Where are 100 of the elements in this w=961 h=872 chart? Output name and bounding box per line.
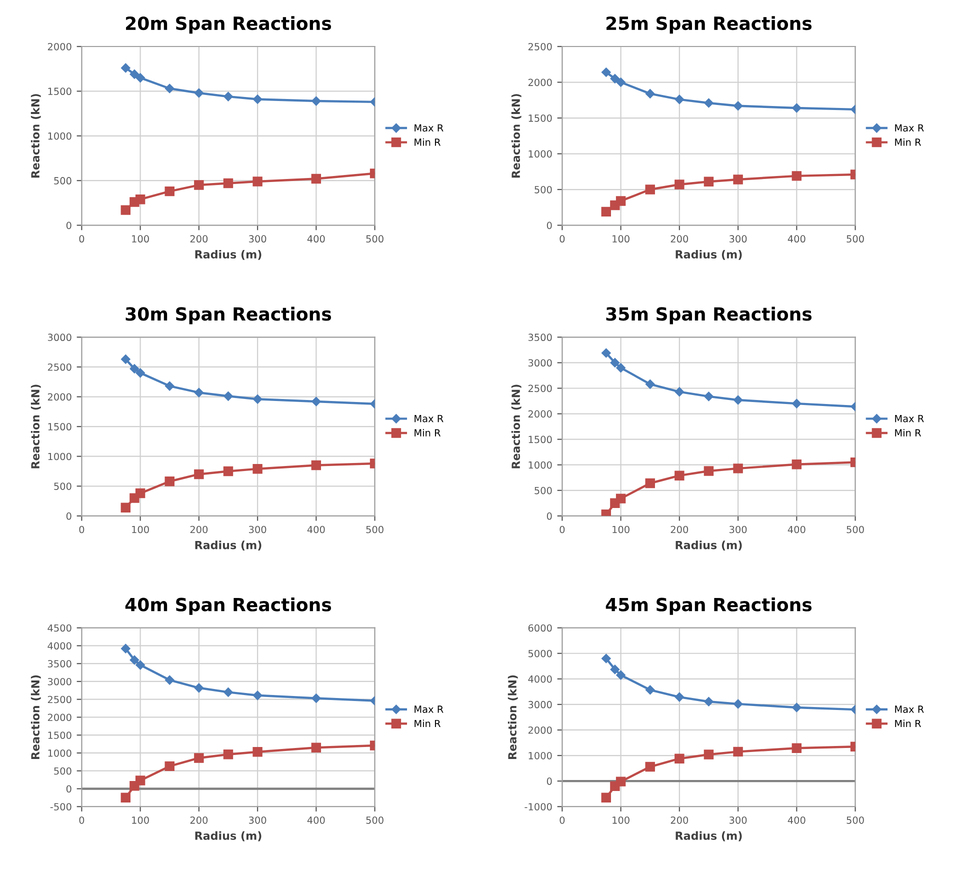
point xyxy=(674,470,684,480)
y-tick-label: 1500 xyxy=(528,436,552,444)
point xyxy=(194,469,204,480)
y-tick-label: 500 xyxy=(534,186,552,194)
point xyxy=(645,478,655,488)
x-tick-label: 300 xyxy=(730,526,747,534)
point xyxy=(645,685,655,695)
point xyxy=(164,381,174,391)
point xyxy=(645,380,655,389)
x-tick-label: 400 xyxy=(307,235,325,243)
x-tick-label: 0 xyxy=(79,235,84,243)
point xyxy=(792,171,802,181)
point xyxy=(733,746,743,757)
point xyxy=(674,180,684,190)
x-tick-label: 500 xyxy=(366,816,384,824)
point xyxy=(252,747,262,757)
point xyxy=(601,206,612,217)
point xyxy=(252,464,262,474)
point xyxy=(252,176,262,186)
point xyxy=(616,363,626,372)
point xyxy=(224,92,233,102)
x-axis-title: Radius (m) xyxy=(195,831,262,842)
chart-title: 20m Span Reactions xyxy=(126,16,332,34)
point xyxy=(130,70,140,79)
point xyxy=(121,354,130,364)
point xyxy=(704,750,714,760)
point xyxy=(121,644,130,654)
point xyxy=(136,660,145,670)
x-tick-label: 400 xyxy=(788,526,806,534)
point xyxy=(136,368,145,378)
y-tick-label: 0 xyxy=(66,512,72,520)
point xyxy=(792,743,802,753)
point xyxy=(674,754,684,764)
y-tick-label: 1500 xyxy=(48,88,72,96)
y-tick-label: 0 xyxy=(546,222,552,230)
y-tick-label: 3000 xyxy=(48,678,72,686)
x-tick-label: 0 xyxy=(79,816,84,824)
legend-label: Max R xyxy=(895,415,924,422)
point xyxy=(792,103,802,113)
x-tick-label: 0 xyxy=(79,526,84,534)
point xyxy=(645,184,655,194)
y-tick-label: 6000 xyxy=(528,624,552,632)
x-tick-label: 0 xyxy=(560,816,565,824)
x-tick-label: 300 xyxy=(249,235,266,243)
legend-label: Min R xyxy=(895,720,922,728)
y-tick-label: 0 xyxy=(66,222,72,230)
point xyxy=(194,88,204,98)
point xyxy=(252,394,262,404)
point xyxy=(164,675,174,685)
chart-title: 35m Span Reactions xyxy=(606,306,812,324)
legend-label: Min R xyxy=(895,428,922,436)
y-tick-label: 2500 xyxy=(48,363,72,371)
x-tick-label: 100 xyxy=(132,235,149,243)
point xyxy=(616,670,626,680)
point xyxy=(120,792,131,803)
y-axis-title: Reaction (kN) xyxy=(511,94,522,178)
y-axis-title: Reaction (kN) xyxy=(511,384,522,468)
point xyxy=(704,697,714,706)
x-tick-label: 300 xyxy=(730,235,747,243)
x-tick-label: 200 xyxy=(670,816,688,824)
y-tick-label: 3000 xyxy=(528,359,552,367)
x-tick-label: 100 xyxy=(132,526,149,534)
y-tick-label: 0 xyxy=(66,785,72,793)
point xyxy=(130,364,140,374)
y-tick-label: 3500 xyxy=(528,334,552,342)
legend-label: Max R xyxy=(895,124,924,132)
y-tick-label: 4000 xyxy=(528,675,552,683)
point xyxy=(194,180,204,190)
x-tick-label: 100 xyxy=(612,816,630,824)
point xyxy=(616,78,626,87)
point xyxy=(674,692,684,702)
legend-label: Min R xyxy=(414,720,441,728)
point xyxy=(674,387,684,396)
point xyxy=(602,68,611,77)
point xyxy=(135,776,146,786)
chart-title: 45m Span Reactions xyxy=(606,597,812,615)
point xyxy=(121,63,130,73)
y-tick-label: 1500 xyxy=(48,732,72,739)
x-tick-label: 0 xyxy=(560,526,565,534)
y-tick-label: 3000 xyxy=(48,334,72,342)
point xyxy=(733,174,743,184)
point xyxy=(602,348,611,358)
y-tick-label: 2000 xyxy=(528,726,552,734)
y-tick-label: 2500 xyxy=(48,696,72,704)
point xyxy=(733,101,743,110)
x-tick-label: 500 xyxy=(366,235,384,243)
point xyxy=(311,174,322,184)
x-tick-label: 300 xyxy=(249,526,266,534)
point xyxy=(135,194,146,204)
y-tick-label: 2000 xyxy=(528,410,552,418)
y-axis-title: Reaction (kN) xyxy=(508,675,518,759)
legend-label: Min R xyxy=(414,138,441,146)
y-tick-label: 2000 xyxy=(48,393,72,401)
chart-title: 40m Span Reactions xyxy=(125,597,332,615)
point xyxy=(194,388,204,398)
point xyxy=(194,753,204,763)
x-axis-title: Radius (m) xyxy=(195,250,262,260)
point xyxy=(194,683,204,693)
point xyxy=(130,655,140,665)
point xyxy=(135,488,146,498)
